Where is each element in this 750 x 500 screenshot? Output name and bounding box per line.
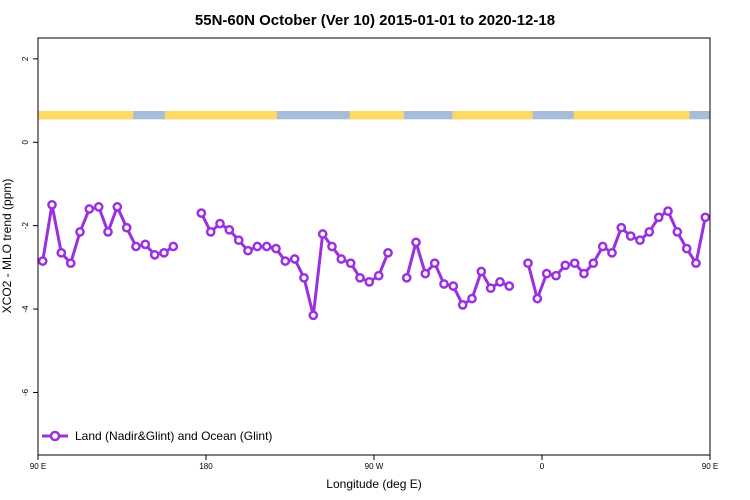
data-point xyxy=(663,206,673,216)
data-point xyxy=(420,268,431,279)
x-tick-label: 180 xyxy=(199,462,213,471)
data-point xyxy=(271,243,281,254)
data-point xyxy=(299,272,309,283)
x-tick-label: 90 E xyxy=(30,462,46,471)
data-point xyxy=(47,199,57,210)
data-point xyxy=(401,272,412,283)
data-point xyxy=(653,212,664,223)
y-tick-label: 2 xyxy=(21,56,30,61)
data-point xyxy=(532,293,543,304)
y-tick-label: -6 xyxy=(21,388,30,396)
data-point xyxy=(65,258,76,269)
data-point xyxy=(103,227,113,237)
legend-marker xyxy=(49,430,61,442)
data-point xyxy=(551,270,561,281)
data-point xyxy=(364,277,375,287)
data-point xyxy=(504,281,515,291)
data-point xyxy=(429,258,440,269)
x-tick-label: 90 W xyxy=(365,462,384,471)
land-ocean-band xyxy=(38,110,710,120)
data-point xyxy=(37,256,48,266)
data-point xyxy=(625,231,636,241)
land-band-segment xyxy=(164,110,277,120)
data-point xyxy=(672,227,683,237)
data-point xyxy=(112,202,123,212)
data-point xyxy=(588,258,599,269)
data-point xyxy=(355,272,365,283)
y-tick-label: -2 xyxy=(21,222,30,230)
data-point xyxy=(289,254,300,264)
data-point xyxy=(196,208,207,218)
data-point xyxy=(84,204,95,214)
land-band-segment xyxy=(573,110,690,120)
data-point xyxy=(635,235,645,246)
data-point xyxy=(121,222,132,233)
land-band-segment xyxy=(452,110,533,120)
legend: Land (Nadir&Glint) and Ocean (Glint) xyxy=(42,429,272,443)
data-point xyxy=(224,224,235,235)
data-point xyxy=(345,258,356,269)
y-tick-label: 0 xyxy=(21,139,30,144)
data-point xyxy=(280,256,291,266)
data-point xyxy=(476,266,487,277)
data-point xyxy=(317,229,328,239)
data-point xyxy=(457,300,468,310)
land-band-segment xyxy=(349,110,404,120)
data-point xyxy=(205,227,216,237)
legend-label: Land (Nadir&Glint) and Ocean (Glint) xyxy=(75,429,272,443)
data-markers xyxy=(37,199,711,321)
data-point xyxy=(448,281,459,291)
data-point xyxy=(327,241,337,252)
data-point xyxy=(411,237,421,248)
data-point xyxy=(467,293,477,304)
x-axis-label: Longitude (deg E) xyxy=(326,477,421,491)
data-point xyxy=(607,247,617,258)
data-point xyxy=(252,241,263,252)
data-point xyxy=(149,249,160,260)
land-band-segment xyxy=(38,110,134,120)
y-axis: 2 0 -2 -4 -6 xyxy=(21,56,38,396)
data-point xyxy=(159,247,169,258)
data-point xyxy=(644,227,655,237)
data-point xyxy=(336,254,347,264)
data-point xyxy=(261,241,272,252)
data-point xyxy=(383,247,393,258)
data-point xyxy=(495,277,505,287)
data-point xyxy=(569,258,580,269)
data-point xyxy=(308,310,319,321)
x-axis: 90 E 180 90 W 0 90 E xyxy=(30,455,718,471)
data-point xyxy=(485,283,496,294)
data-point xyxy=(243,245,253,256)
data-point xyxy=(541,268,552,279)
x-tick-label: 90 E xyxy=(702,462,718,471)
data-point xyxy=(560,260,571,271)
data-point xyxy=(681,243,692,254)
x-tick-label: 0 xyxy=(540,462,545,471)
data-point xyxy=(616,222,627,233)
data-point xyxy=(93,202,104,212)
data-point xyxy=(439,279,449,289)
data-lines xyxy=(41,203,707,317)
data-point xyxy=(700,212,711,223)
data-point xyxy=(373,270,384,281)
data-point xyxy=(523,258,533,269)
series-line xyxy=(526,209,707,301)
y-tick-label: -4 xyxy=(21,305,30,313)
data-point xyxy=(131,241,141,252)
chart-title: 55N-60N October (Ver 10) 2015-01-01 to 2… xyxy=(195,12,555,29)
data-point xyxy=(215,218,225,229)
data-point xyxy=(168,241,179,252)
data-point xyxy=(233,235,244,246)
data-point xyxy=(691,258,701,269)
y-axis-label: XCO2 - MLO trend (ppm) xyxy=(0,179,14,314)
data-point xyxy=(140,239,151,250)
data-point xyxy=(75,227,85,237)
data-point xyxy=(56,247,67,258)
data-point xyxy=(579,268,589,279)
data-point xyxy=(597,241,608,252)
